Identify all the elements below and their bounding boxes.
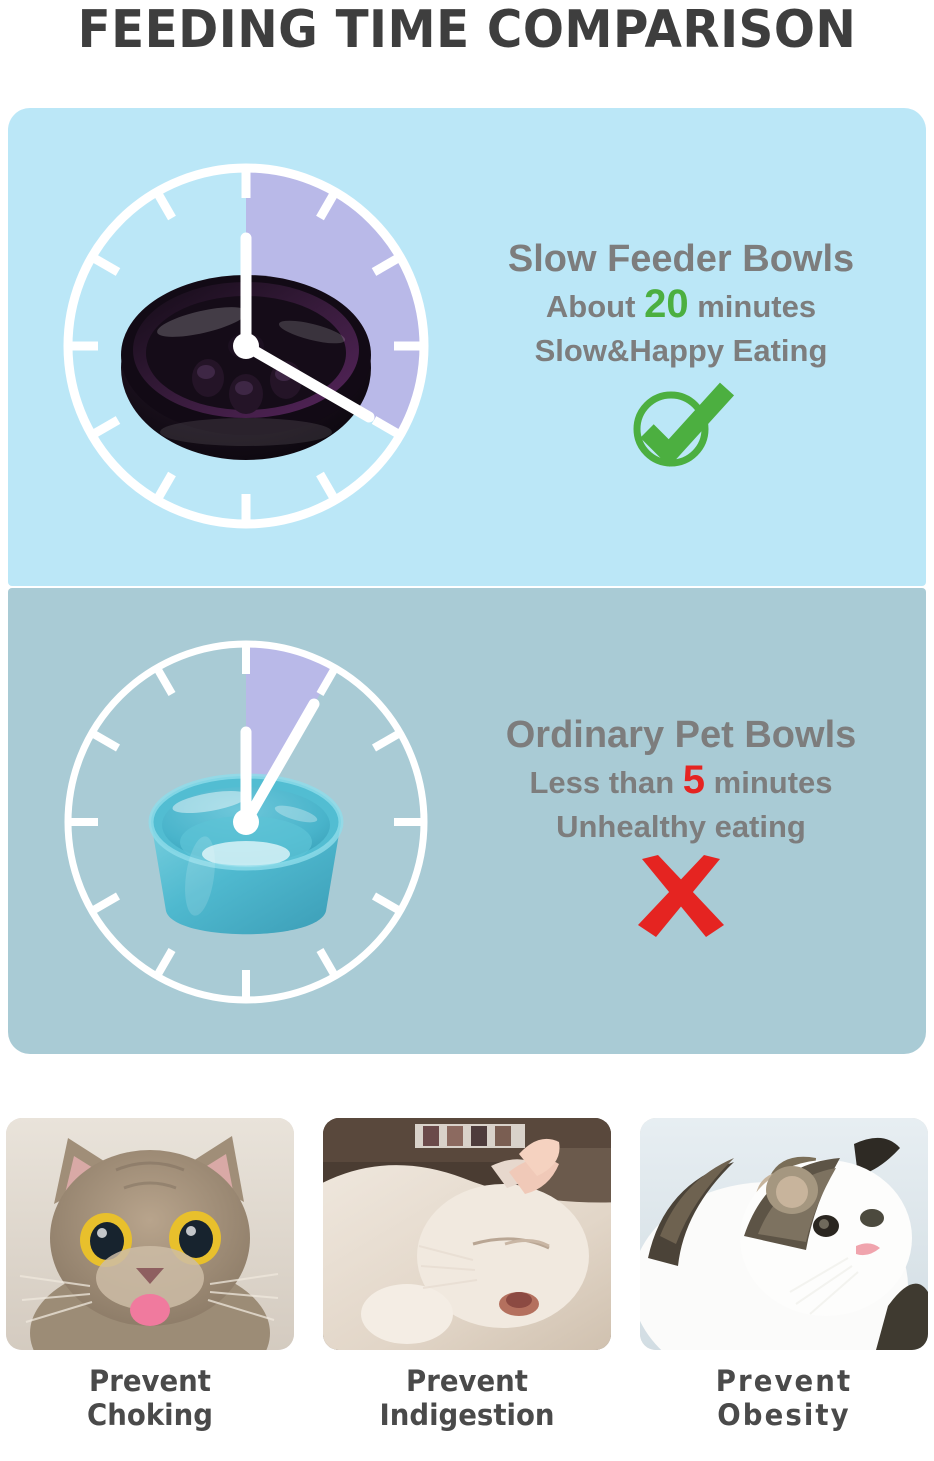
comparison-panel-slow-feeder: Slow Feeder Bowls About 20 minutes Slow&… <box>8 108 926 586</box>
benefit-caption-1: Prevent Choking <box>13 1364 287 1432</box>
obese-cat-photo <box>640 1118 928 1350</box>
slow-feeder-subtitle: Slow&Happy Eating <box>534 333 828 368</box>
clock-hands <box>233 698 320 835</box>
clock-hands <box>233 232 375 423</box>
cross-icon <box>638 855 724 937</box>
slow-feeder-heading: Slow Feeder Bowls <box>507 238 855 280</box>
check-icon <box>633 382 735 467</box>
ordinary-bowl-mark <box>446 855 916 941</box>
benefit-caption-2: Prevent Indigestion <box>330 1364 604 1432</box>
ordinary-bowl-heading: Ordinary Pet Bowls <box>505 714 857 756</box>
ordinary-bowl-time-unit: minutes <box>713 765 833 800</box>
ordinary-bowl-subtitle: Unhealthy eating <box>556 809 806 844</box>
cat-lying-down-photo <box>323 1118 611 1350</box>
caption-line-1: Prevent <box>406 1364 528 1398</box>
caption-line-2: Choking <box>87 1398 213 1432</box>
clock-ticks <box>68 644 424 1000</box>
clock-ordinary-bowl <box>50 626 442 1018</box>
ordinary-bowl-time-prefix: Less than <box>529 765 675 800</box>
clock-ticks <box>68 168 424 524</box>
benefit-card-prevent-obesity: Prevent Obesity <box>640 1118 928 1461</box>
slow-feeder-time-prefix: About <box>545 289 636 324</box>
caption-line-1: Prevent <box>89 1364 211 1398</box>
page-title: FEEDING TIME COMPARISON <box>77 0 857 60</box>
benefit-card-prevent-choking: Prevent Choking <box>6 1118 294 1461</box>
slow-feeder-time-value: 20 <box>644 282 689 326</box>
slow-feeder-mark <box>446 379 916 473</box>
clock-slow-feeder <box>50 150 442 542</box>
ordinary-bowl-text-block: Ordinary Pet Bowls Less than 5 minutes U… <box>446 712 916 941</box>
benefit-card-row: Prevent Choking <box>0 1118 934 1461</box>
caption-line-1: Prevent <box>715 1364 853 1398</box>
slow-feeder-time-unit: minutes <box>697 289 817 324</box>
slow-feeder-time-line: About 20 minutes <box>446 282 916 329</box>
ordinary-bowl-time-value: 5 <box>682 758 706 802</box>
comparison-panel-ordinary: Ordinary Pet Bowls Less than 5 minutes U… <box>8 588 926 1054</box>
benefit-caption-3: Prevent Obesity <box>647 1364 921 1432</box>
benefit-card-prevent-indigestion: Prevent Indigestion <box>323 1118 611 1461</box>
caption-line-2: Indigestion <box>379 1398 555 1432</box>
cat-tongue-out-photo <box>6 1118 294 1350</box>
slow-feeder-text-block: Slow Feeder Bowls About 20 minutes Slow&… <box>446 236 916 473</box>
caption-line-2: Obesity <box>717 1398 851 1432</box>
ordinary-bowl-time-line: Less than 5 minutes <box>446 758 916 805</box>
